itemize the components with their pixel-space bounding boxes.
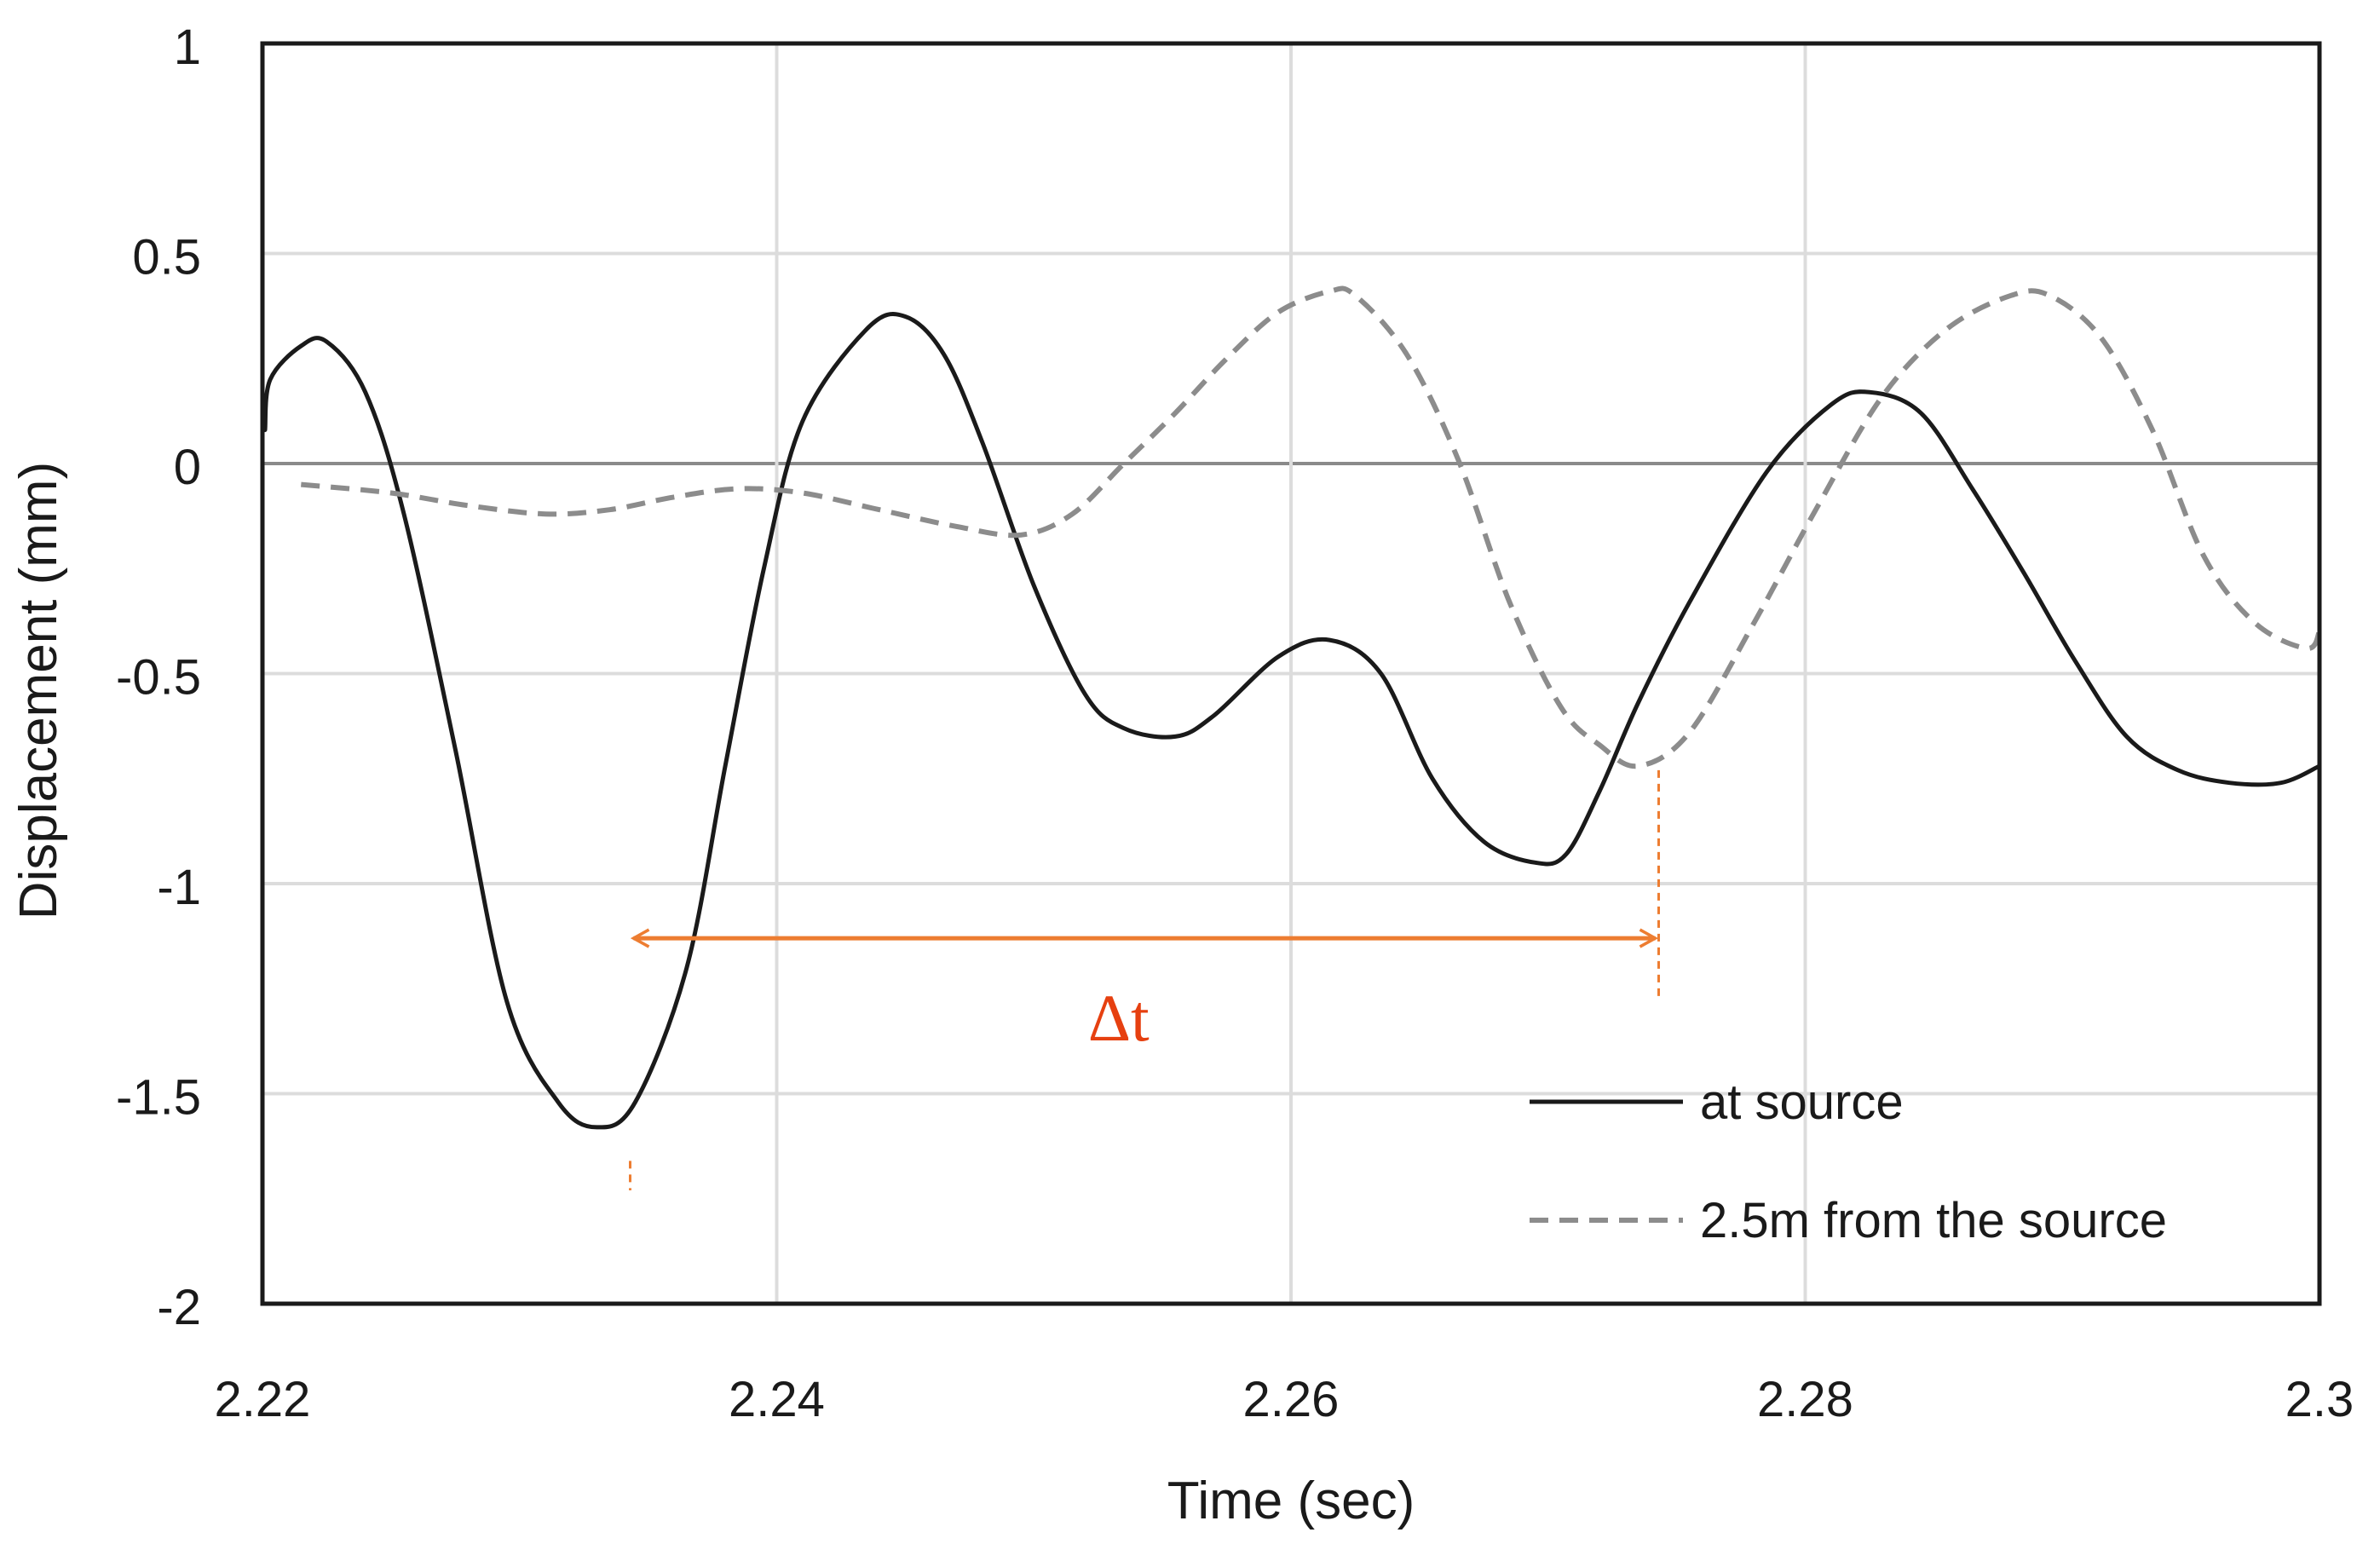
x-tick-label: 2.3: [2285, 1372, 2354, 1427]
legend: at source 2.5m from the source: [1530, 1074, 2167, 1248]
y-axis-title: Displacement (mm): [9, 462, 68, 919]
x-tick-label: 2.26: [1243, 1372, 1340, 1427]
x-tick-label: 2.24: [729, 1372, 825, 1427]
y-tick-label: 0.5: [132, 230, 201, 285]
y-tick-label: -2: [157, 1280, 201, 1335]
y-tick-label: -1: [157, 860, 201, 915]
y-tick-label: 1: [174, 20, 201, 75]
y-tick-label: -1.5: [116, 1070, 201, 1126]
y-tick-label: -0.5: [116, 650, 201, 706]
series-at-source-line: [262, 312, 2322, 1130]
plot-area-border: [260, 41, 2322, 1306]
y-tick-label: 0: [174, 440, 201, 495]
legend-label-at-source: at source: [1700, 1074, 1904, 1130]
delta-t-annotation: Δt: [629, 769, 1661, 1190]
x-tick-label: 2.22: [215, 1372, 311, 1427]
delta-t-label: Δt: [1088, 981, 1150, 1055]
x-tick-label: 2.28: [1757, 1372, 1853, 1427]
series-group: [262, 285, 2322, 1130]
gridlines: [262, 43, 2319, 1304]
axes: 1 0.5 0 -0.5 -1 -1.5 -2 2.22 2.24 2.26 2.28 2.3 Time…: [9, 20, 2354, 1530]
legend-label-2-5m: 2.5m from the source: [1700, 1193, 2167, 1248]
x-axis-title: Time (sec): [1167, 1472, 1415, 1530]
series-2-5m-line: [301, 285, 2322, 769]
